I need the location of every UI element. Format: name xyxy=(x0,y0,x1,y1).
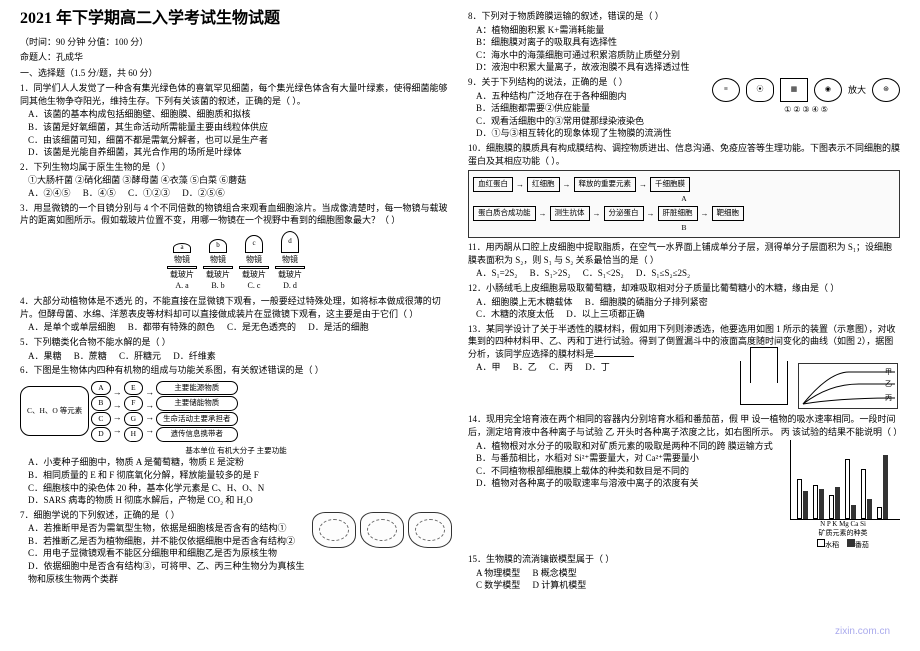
cell-yi-icon xyxy=(360,512,404,548)
lens-b-icon: b xyxy=(209,239,227,253)
cell-images xyxy=(312,512,452,583)
org-2-icon: ⦿ xyxy=(746,78,774,102)
svg-text:甲: 甲 xyxy=(885,368,892,376)
macromolecule-diagram: C、H、O 等元素 A B C D →→→→ E F G H →→→→ 主要能源… xyxy=(20,381,452,442)
q8: 8．下列对于物质跨膜运输的叙述，错误的是（ ） A：植物细胞积累 K+需消耗能量… xyxy=(468,10,900,74)
org-5-icon: ⊛ xyxy=(872,78,900,102)
watermark: zixin.com.cn xyxy=(835,625,890,639)
org-1-icon: ≡ xyxy=(712,78,740,102)
beaker-icon xyxy=(740,361,788,405)
membrane-flow-diagram: 血红蛋白 → 红细胞 → 释放的重要元素 → 千细胞膜 A 蛋白质合成功能 → … xyxy=(468,170,900,238)
q14: 14．现用完全培育液在两个相同的容器内分别培育水稻和番茄苗，假 甲 设一植物的吸… xyxy=(468,413,900,551)
q10: 10．细胞膜的膜质具有构成膜结构、调控物质进出、信息沟通、免疫应答等生理功能。下… xyxy=(468,142,900,238)
right-column: 8．下列对于物质跨膜运输的叙述，错误的是（ ） A：植物细胞积累 K+需消耗能量… xyxy=(460,8,908,643)
cell-bing-icon xyxy=(408,512,452,548)
bar-chart: N P K Mg Ca Si 矿质元素的种类 水稻 番茄 xyxy=(786,440,900,551)
exam-title: 2021 年下学期高二入学考试生物试题 xyxy=(20,8,452,30)
lens-d-icon: d xyxy=(281,231,299,253)
q2: 2．下列生物均属于原生生物的是（ ） ①大肠杆菌 ②硝化细菌 ③酵母菌 ④衣藻 … xyxy=(20,161,452,200)
section-1-head: 一、选择题（1.5 分/题，共 60 分） xyxy=(20,67,452,80)
org-4-icon: ◉ xyxy=(814,78,842,102)
lens-c-icon: c xyxy=(245,235,263,253)
q1: 1．同学们人人发觉了一种含有集光绿色体的喜氧罕见细菌，每个集光绿色体含有大量叶绿… xyxy=(20,82,452,159)
curve-chart-icon: 甲乙丙 xyxy=(798,363,898,409)
q13: 13．某同学设计了关于半透性的膜材料，假如用下列则渗透选，他要选用如图 1 所示… xyxy=(468,323,900,412)
q15: 15．生物膜的流淌镶嵌模型属于（ ） A 物理模型 B 概念模型 C 数学模型 … xyxy=(468,553,900,592)
legend-swatch-light xyxy=(817,539,825,547)
q4: 4．大部分动植物体是不透光 的，不能直接在显微镜下观看，一般要经过特殊处理，如将… xyxy=(20,295,452,334)
svg-text:乙: 乙 xyxy=(885,380,892,388)
q12: 12．小肠绒毛上皮细胞易吸取葡萄糖，却难吸取相对分子质量比葡萄糖小的木糖，缘由是… xyxy=(468,282,900,321)
q7: 7．细胞学说的下列叙述，正确的是（ ） A．若推断甲是否为需氧型生物，依据是细胞… xyxy=(20,509,452,586)
q9: 9．关于下列结构的说法，正确的是（ ） A．五种结构广泛地存在于各种细胞内 B．… xyxy=(468,76,900,140)
organelle-icons: ≡ ⦿ ▦ ◉ 放大 ⊛ ① ② ③ ④ ⑤ xyxy=(712,76,900,115)
svg-text:丙: 丙 xyxy=(885,394,892,402)
q6: 6．下图是生物体内四种有机物的组成与功能关系图，有关叙述错误的是（ ） C、H、… xyxy=(20,364,452,506)
lens-a-icon: a xyxy=(173,243,191,253)
legend-swatch-dark xyxy=(847,539,855,547)
q5: 5．下列糖类化合物不能水解的是（ ） A．果糖 B．蔗糖 C．肝糖元 D．纤维素 xyxy=(20,336,452,362)
exam-author: 命题人：孔成华 xyxy=(20,51,452,64)
org-3-icon: ▦ xyxy=(780,78,808,102)
q3: 3．用显微镜的一个目镜分别与 4 个不同倍数的物镜组合来观看血细胞涂片。当成像清… xyxy=(20,202,452,292)
left-column: 2021 年下学期高二入学考试生物试题 （时间：90 分钟 分值：100 分） … xyxy=(12,8,460,643)
exam-meta: （时间：90 分钟 分值：100 分） xyxy=(20,36,452,49)
lens-diagram: a物镜载玻片A. a b物镜载玻片B. b c物镜载玻片C. c d物镜载玻片D… xyxy=(20,231,452,292)
q11: 11．用丙酮从口腔上皮细胞中提取脂质，在空气一水界面上铺成单分子层，测得单分子层… xyxy=(468,241,900,280)
cell-jia-icon xyxy=(312,512,356,548)
blank-fill[interactable] xyxy=(594,356,634,357)
